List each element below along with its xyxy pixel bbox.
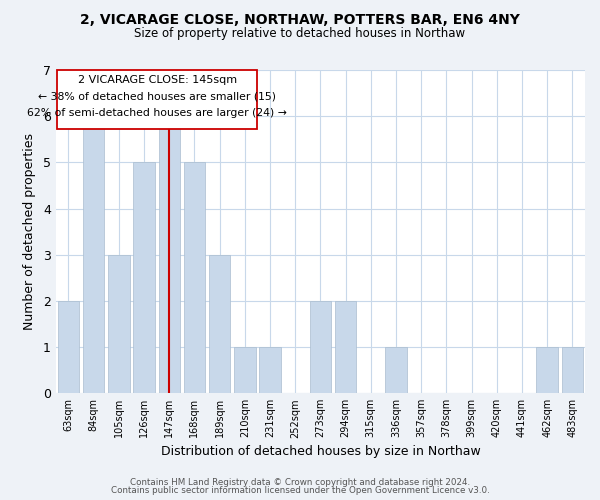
Text: ← 38% of detached houses are smaller (15): ← 38% of detached houses are smaller (15… (38, 92, 276, 102)
X-axis label: Distribution of detached houses by size in Northaw: Distribution of detached houses by size … (161, 444, 480, 458)
Bar (209, 254, 230, 393)
Bar (310, 301, 331, 393)
Text: Size of property relative to detached houses in Northaw: Size of property relative to detached ho… (134, 28, 466, 40)
Bar (184, 162, 205, 393)
Text: 62% of semi-detached houses are larger (24) →: 62% of semi-detached houses are larger (… (28, 108, 287, 118)
Bar (335, 301, 356, 393)
Bar (385, 347, 407, 393)
Y-axis label: Number of detached properties: Number of detached properties (23, 133, 36, 330)
Bar (234, 347, 256, 393)
Text: 2, VICARAGE CLOSE, NORTHAW, POTTERS BAR, EN6 4NY: 2, VICARAGE CLOSE, NORTHAW, POTTERS BAR,… (80, 12, 520, 26)
Bar (108, 254, 130, 393)
Bar (536, 347, 558, 393)
Bar (259, 347, 281, 393)
Bar (58, 301, 79, 393)
FancyBboxPatch shape (57, 70, 257, 129)
Bar (83, 116, 104, 393)
Bar (562, 347, 583, 393)
Bar (158, 116, 180, 393)
Text: 2 VICARAGE CLOSE: 145sqm: 2 VICARAGE CLOSE: 145sqm (77, 75, 237, 85)
Text: Contains HM Land Registry data © Crown copyright and database right 2024.: Contains HM Land Registry data © Crown c… (130, 478, 470, 487)
Bar (133, 162, 155, 393)
Text: Contains public sector information licensed under the Open Government Licence v3: Contains public sector information licen… (110, 486, 490, 495)
